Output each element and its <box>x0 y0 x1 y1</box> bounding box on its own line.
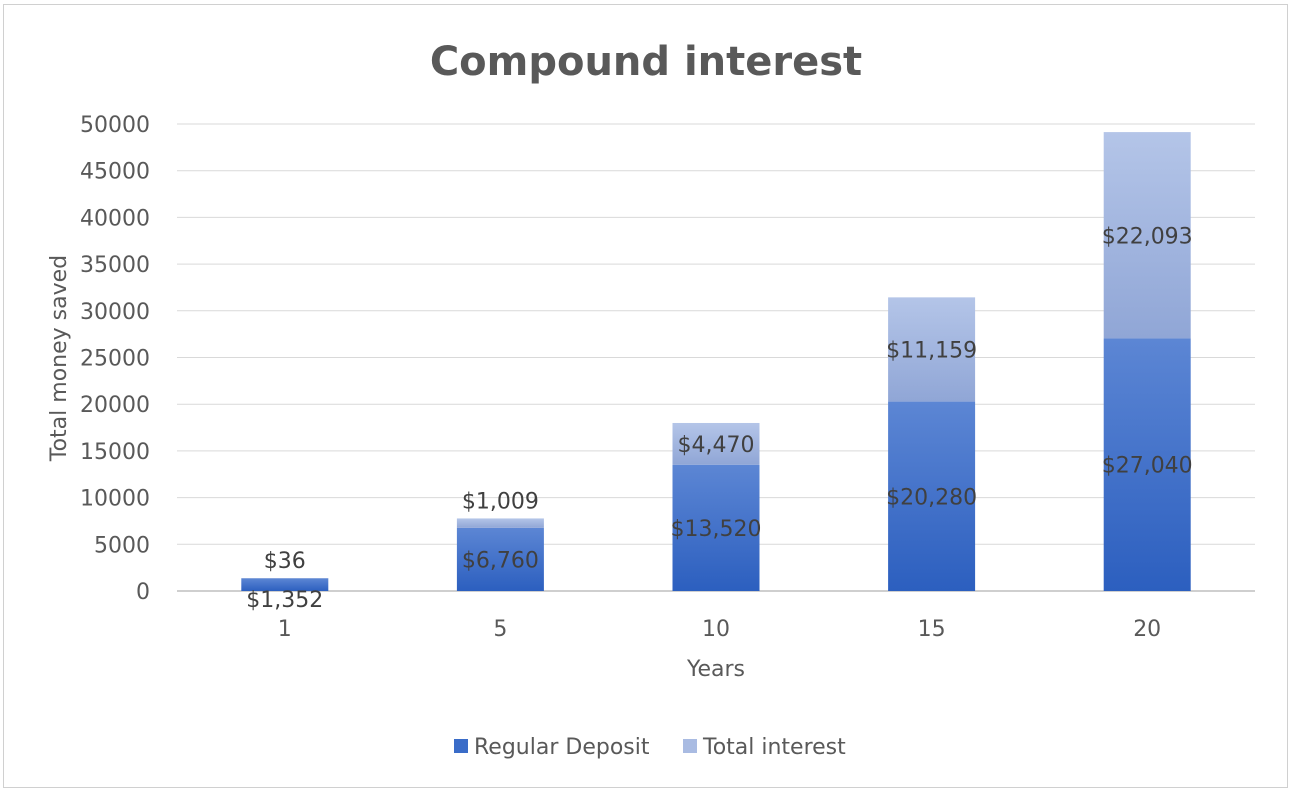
x-axis-ticks: 1 5 10 15 20 <box>278 617 1161 642</box>
bar-regular-deposit <box>888 401 976 591</box>
chart-frame <box>3 4 1288 788</box>
y-axis-title: Total money saved <box>47 255 72 462</box>
legend-label-total-interest: Total interest <box>702 735 846 760</box>
x-tick-label: 15 <box>918 617 946 642</box>
data-label-total-interest: $1,009 <box>462 489 539 514</box>
x-tick-label: 1 <box>278 617 292 642</box>
bar-total-interest <box>888 297 976 402</box>
data-label-total-interest: $36 <box>264 549 306 574</box>
y-tick-label: 35000 <box>80 253 150 278</box>
y-tick-label: 30000 <box>80 300 150 325</box>
data-label-total-interest: $22,093 <box>1102 224 1193 249</box>
data-label-regular-deposit: $20,280 <box>886 485 977 510</box>
data-label-total-interest: $4,470 <box>678 433 755 458</box>
legend-swatch-total-interest <box>683 739 697 753</box>
y-tick-label: 20000 <box>80 393 150 418</box>
legend-label-regular-deposit: Regular Deposit <box>474 735 650 760</box>
bar-regular-deposit <box>241 578 329 591</box>
data-label-regular-deposit: $13,520 <box>671 517 762 542</box>
chart-title: Compound interest <box>430 39 862 85</box>
y-tick-label: 15000 <box>80 440 150 465</box>
data-labels: $1,352 $36 $6,760 $1,009 $13,520 $4,470 $20,28… <box>246 224 1192 613</box>
bar-regular-deposit <box>1103 338 1191 591</box>
y-tick-label: 10000 <box>80 487 150 512</box>
bar-total-interest <box>456 518 544 528</box>
data-label-total-interest: $11,159 <box>886 338 977 363</box>
x-tick-label: 20 <box>1133 617 1161 642</box>
bar-regular-deposit <box>672 464 760 591</box>
y-tick-label: 50000 <box>80 113 150 138</box>
bar-regular-deposit <box>456 527 544 591</box>
y-axis-ticks: 0 5000 10000 15000 20000 25000 30000 35000 40000… <box>80 113 150 605</box>
y-tick-label: 40000 <box>80 206 150 231</box>
bar-total-interest <box>1103 132 1191 339</box>
data-label-regular-deposit: $27,040 <box>1102 454 1193 479</box>
x-tick-label: 5 <box>493 617 507 642</box>
x-axis-title: Years <box>686 657 745 682</box>
y-tick-label: 5000 <box>94 533 150 558</box>
legend-swatch-regular-deposit <box>454 739 468 753</box>
bars <box>241 132 1191 591</box>
y-tick-label: 0 <box>136 580 150 605</box>
legend: Regular Deposit Total interest <box>454 735 846 760</box>
x-tick-label: 10 <box>702 617 730 642</box>
data-label-regular-deposit: $6,760 <box>462 548 539 573</box>
y-tick-label: 45000 <box>80 160 150 185</box>
gridlines <box>177 123 1255 592</box>
data-label-regular-deposit: $1,352 <box>246 588 323 613</box>
y-tick-label: 25000 <box>80 347 150 372</box>
bar-total-interest <box>672 422 760 465</box>
